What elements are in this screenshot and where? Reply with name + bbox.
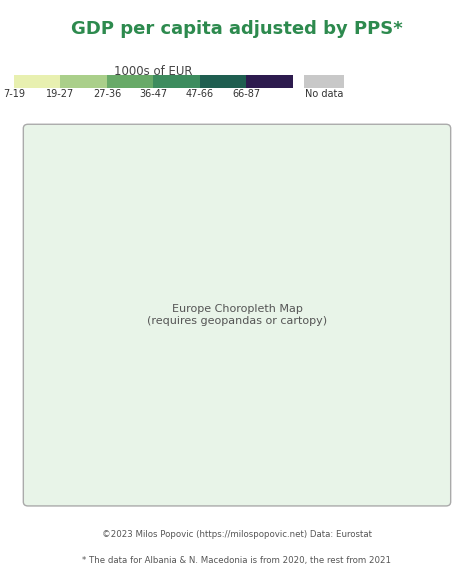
- Bar: [107, 75, 154, 87]
- Text: 47-66: 47-66: [186, 89, 214, 99]
- Text: 1000s of EUR: 1000s of EUR: [114, 64, 192, 78]
- Text: 36-47: 36-47: [139, 89, 167, 99]
- Text: Europe Choropleth Map
(requires geopandas or cartopy): Europe Choropleth Map (requires geopanda…: [147, 304, 327, 326]
- Bar: [14, 75, 61, 87]
- Text: 7-19: 7-19: [3, 89, 25, 99]
- Bar: [154, 75, 200, 87]
- Bar: [200, 75, 246, 87]
- Text: * The data for Albania & N. Macedonia is from 2020, the rest from 2021: * The data for Albania & N. Macedonia is…: [82, 556, 392, 565]
- Text: 66-87: 66-87: [232, 89, 260, 99]
- Text: 19-27: 19-27: [46, 89, 74, 99]
- Text: No data: No data: [305, 89, 343, 99]
- Text: 27-36: 27-36: [93, 89, 121, 99]
- Text: ©2023 Milos Popovic (https://milospopovic.net) Data: Eurostat: ©2023 Milos Popovic (https://milospopovi…: [102, 530, 372, 539]
- Bar: [61, 75, 107, 87]
- Bar: [304, 75, 344, 87]
- FancyBboxPatch shape: [23, 124, 451, 506]
- Bar: [246, 75, 293, 87]
- Text: GDP per capita adjusted by PPS*: GDP per capita adjusted by PPS*: [71, 20, 403, 38]
